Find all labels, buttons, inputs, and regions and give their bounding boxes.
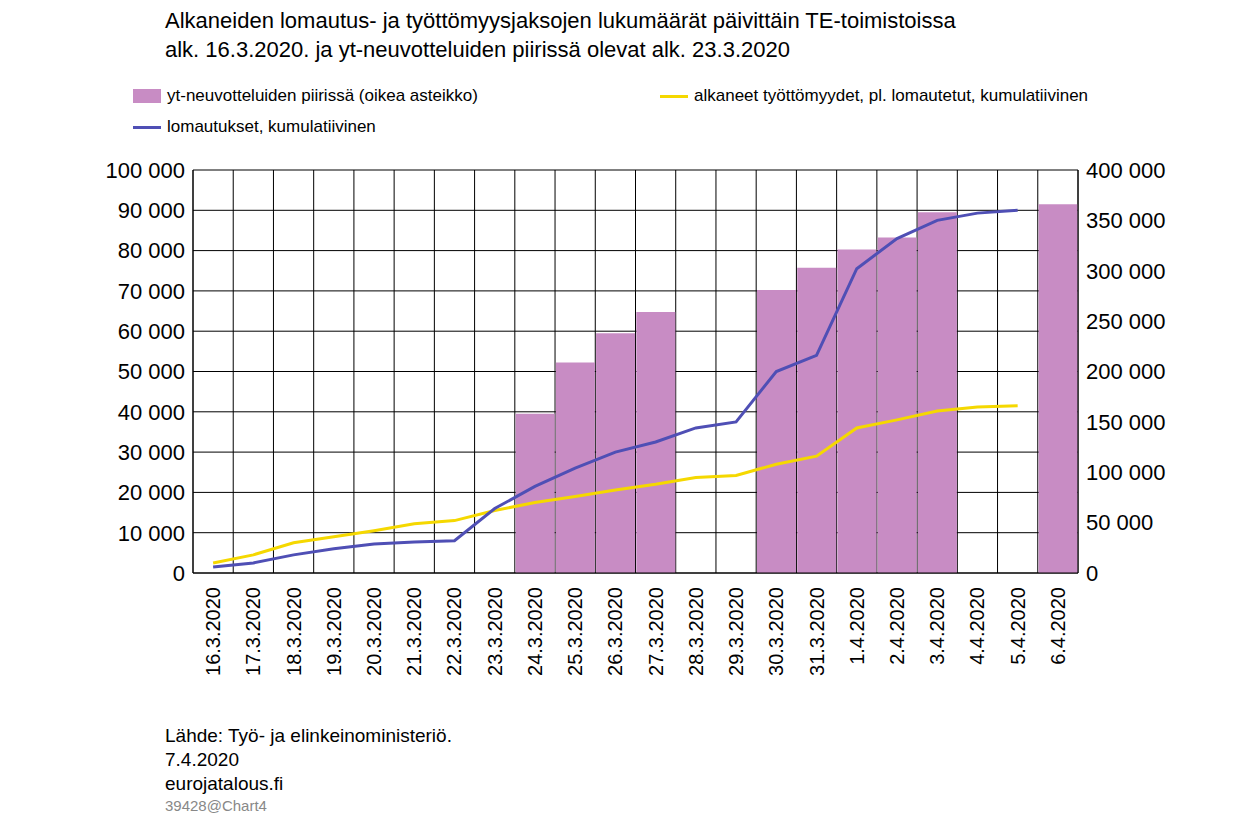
html-text:eurojatalous.fi: eurojatalous.fi [165,773,284,794]
svg-text:70 000: 70 000 [118,279,185,304]
svg-text:4.4.2020: 4.4.2020 [966,587,988,665]
svg-text:26.3.2020: 26.3.2020 [604,587,626,676]
svg-text:1.4.2020: 1.4.2020 [846,587,868,665]
svg-text:16.3.2020: 16.3.2020 [202,587,224,676]
svg-text:60 000: 60 000 [118,319,185,344]
svg-text:21.3.2020: 21.3.2020 [403,587,425,676]
html-text:Lähde: Työ- ja elinkeinominist: Lähde: Työ- ja elinkeinoministeriö. [165,725,452,746]
svg-text:100 000: 100 000 [105,158,185,183]
svg-text:27.3.2020: 27.3.2020 [645,587,667,676]
html-text:7.4.2020: 7.4.2020 [165,749,239,770]
svg-text:90 000: 90 000 [118,198,185,223]
svg-text:30.3.2020: 30.3.2020 [765,587,787,676]
html-text:Alkaneiden lomautus- ja työttö: Alkaneiden lomautus- ja työttömyysjaksoj… [165,8,956,33]
svg-text:28.3.2020: 28.3.2020 [685,587,707,676]
html-text:yt-neuvotteluiden piirissä (oi: yt-neuvotteluiden piirissä (oikea asteik… [167,86,478,105]
svg-text:150 000: 150 000 [1086,410,1166,435]
svg-text:80 000: 80 000 [118,238,185,263]
svg-text:31.3.2020: 31.3.2020 [806,587,828,676]
svg-text:40 000: 40 000 [118,400,185,425]
svg-text:200 000: 200 000 [1086,359,1166,384]
svg-text:2.4.2020: 2.4.2020 [886,587,908,665]
svg-text:5.4.2020: 5.4.2020 [1007,587,1029,665]
html-text:39428@Chart4: 39428@Chart4 [165,797,267,814]
svg-text:17.3.2020: 17.3.2020 [242,587,264,676]
svg-text:50 000: 50 000 [118,359,185,384]
svg-text:0: 0 [173,561,185,586]
svg-text:100 000: 100 000 [1086,460,1166,485]
svg-text:250 000: 250 000 [1086,309,1166,334]
svg-text:25.3.2020: 25.3.2020 [564,587,586,676]
svg-text:400 000: 400 000 [1086,158,1166,183]
svg-text:300 000: 300 000 [1086,259,1166,284]
svg-text:20 000: 20 000 [118,480,185,505]
svg-text:6.4.2020: 6.4.2020 [1047,587,1069,665]
svg-text:30 000: 30 000 [118,440,185,465]
svg-text:50 000: 50 000 [1086,510,1153,535]
svg-text:29.3.2020: 29.3.2020 [725,587,747,676]
svg-text:20.3.2020: 20.3.2020 [363,587,385,676]
svg-text:22.3.2020: 22.3.2020 [443,587,465,676]
svg-text:19.3.2020: 19.3.2020 [323,587,345,676]
html-text:alkaneet työttömyydet, pl. lom: alkaneet työttömyydet, pl. lomautetut, k… [694,86,1088,105]
html-text:lomautukset, kumulatiivinen: lomautukset, kumulatiivinen [167,117,376,136]
svg-text:0: 0 [1086,561,1098,586]
html-text:alk. 16.3.2020. ja yt-neuvotte: alk. 16.3.2020. ja yt-neuvotteluiden pii… [165,37,790,62]
svg-text:10 000: 10 000 [118,521,185,546]
svg-text:3.4.2020: 3.4.2020 [926,587,948,665]
svg-text:24.3.2020: 24.3.2020 [524,587,546,676]
svg-text:18.3.2020: 18.3.2020 [283,587,305,676]
svg-text:23.3.2020: 23.3.2020 [484,587,506,676]
svg-text:350 000: 350 000 [1086,208,1166,233]
